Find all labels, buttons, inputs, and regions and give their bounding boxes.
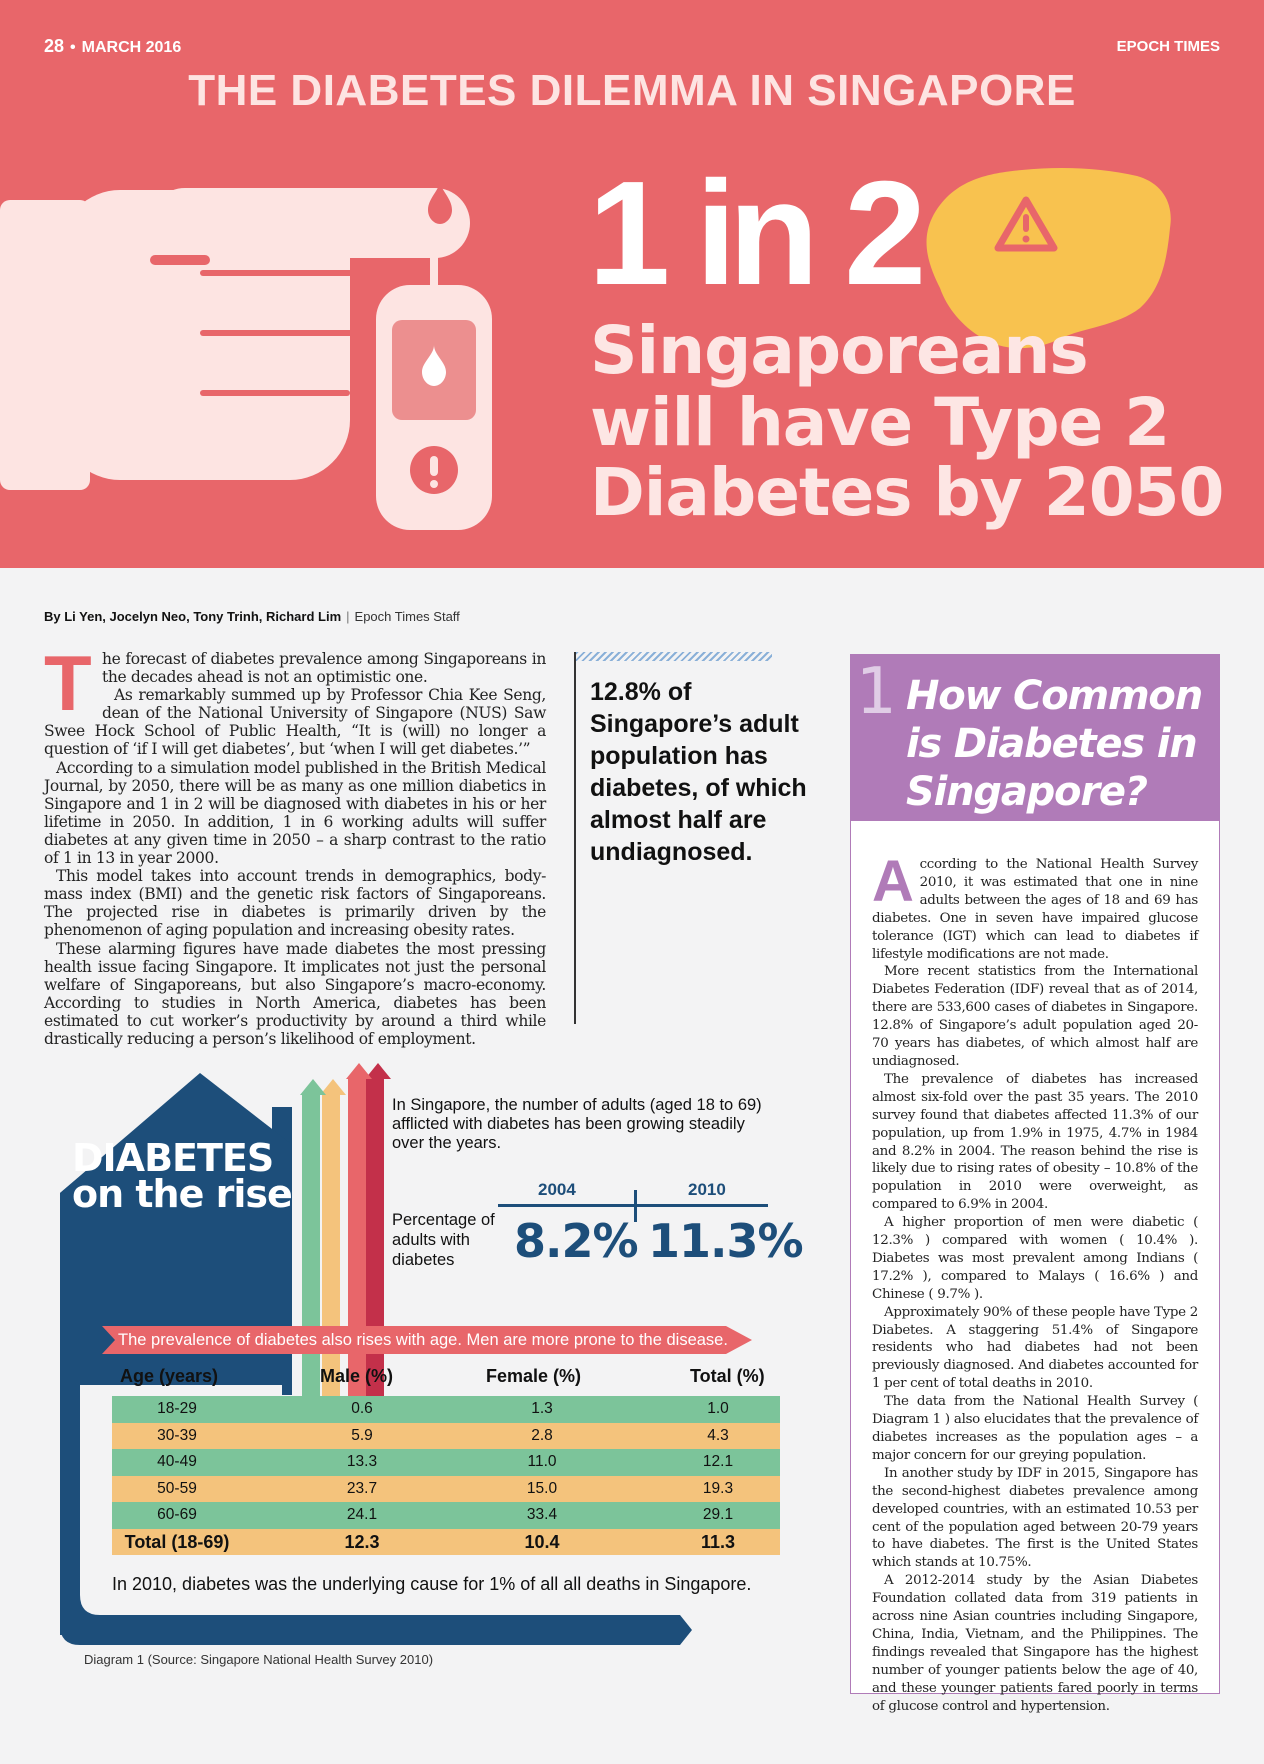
headline-line-3: Diabetes by 2050 [590,454,1224,531]
col-male: Male (%) [320,1366,394,1386]
warning-icon [994,196,1058,252]
article-paragraph: As remarkably summed up by Professor Chi… [44,686,546,759]
folio: 28 • MARCH 2016 [44,36,182,56]
byline-authors: By Li Yen, Jocelyn Neo, Tony Trinh, Rich… [44,609,342,624]
byline-staff: Epoch Times Staff [354,609,460,624]
pull-quote: 12.8% of Singapore’s adult population ha… [590,678,807,866]
table-row: 18-29 0.6 1.3 1.0 [112,1396,780,1423]
sidebar-number: 1 [856,655,897,729]
infographic-footnote: In 2010, diabetes was the underlying cau… [112,1574,752,1594]
table-row: 50-59 23.7 15.0 19.3 [112,1475,780,1502]
percentage-2004: 8.2% [514,1214,639,1268]
page-number: 28 [44,36,65,56]
diagram-caption: Diagram 1 (Source: Singapore National He… [84,1652,434,1667]
singapore-map-icon [926,168,1171,349]
article-paragraph: This model takes into account trends in … [44,867,546,940]
percentage-2010: 11.3% [648,1214,804,1268]
blood-drop-icon [428,180,452,224]
infographic-title: DIABETES on the rise [72,1136,293,1216]
headline-line-2: will have Type 2 [590,384,1170,461]
article-paragraph: According to a simulation model publishe… [44,758,546,868]
sidebar-paragraph: Approximately 90% of these people have T… [872,1304,1198,1392]
sidebar-paragraph: More recent statistics from the Internat… [872,964,1198,1069]
hero-stat: 1 in 2 [588,151,926,316]
section-kicker: THE DIABETES DILEMMA IN SINGAPORE [188,66,1076,115]
timeline-tick [634,1190,637,1222]
sidebar-drop-cap: A [872,849,914,914]
publication-name: EPOCH TIMES [1116,38,1220,55]
byline: By Li Yen, Jocelyn Neo, Tony Trinh, Rich… [44,609,460,624]
pull-quote-rule [576,652,772,661]
sidebar-title: How Common is Diabetes in Singapore? [906,673,1203,815]
sidebar-paragraph: The prevalence of diabetes has increased… [872,1071,1198,1213]
article-paragraph: These alarming figures have made diabete… [44,939,546,1048]
prevalence-table: 18-29 0.6 1.3 1.0 30-39 5.9 2.8 4.3 40-4… [112,1396,780,1555]
sidebar-paragraph: A 2012-2014 study by the Asian Diabetes … [872,1573,1198,1714]
col-female: Female (%) [486,1366,582,1386]
sidebar-header [851,655,1219,821]
year-2010-label: 2010 [688,1180,726,1199]
year-2004-label: 2004 [538,1180,576,1199]
col-age: Age (years) [120,1366,219,1386]
issue-date: MARCH 2016 [81,39,182,56]
sidebar-box [850,654,1220,1694]
timeline-rule [498,1204,768,1207]
sidebar-paragraph: A higher proportion of men were diabetic… [872,1215,1198,1302]
infographic-frame [60,1063,692,1645]
table-total-row: Total (18-69) 12.3 10.4 11.3 [112,1528,780,1555]
sidebar-paragraph: In another study by IDF in 2015, Singapo… [872,1465,1198,1571]
sidebar-paragraph: The data from the National Health Survey… [872,1394,1198,1463]
percentage-label: Percentage of adults with diabetes [392,1211,495,1269]
col-total: Total (%) [690,1366,765,1386]
glucometer-icon [376,235,492,530]
table-row: 30-39 5.9 2.8 4.3 [112,1422,780,1449]
drop-cap: T [44,639,92,727]
hand-glucometer-illustration [0,180,492,530]
headline-line-1: Singaporeans [590,312,1089,389]
table-header: Age (years) Male (%) Female (%) Total (%… [112,1362,772,1390]
table-row: 40-49 13.3 11.0 12.1 [112,1449,780,1476]
age-ribbon: The prevalence of diabetes also rises wi… [102,1326,752,1354]
infographic-intro: In Singapore, the number of adults (aged… [392,1096,762,1152]
table-row: 60-69 24.1 33.4 29.1 [112,1502,780,1529]
column-divider [574,652,576,1024]
